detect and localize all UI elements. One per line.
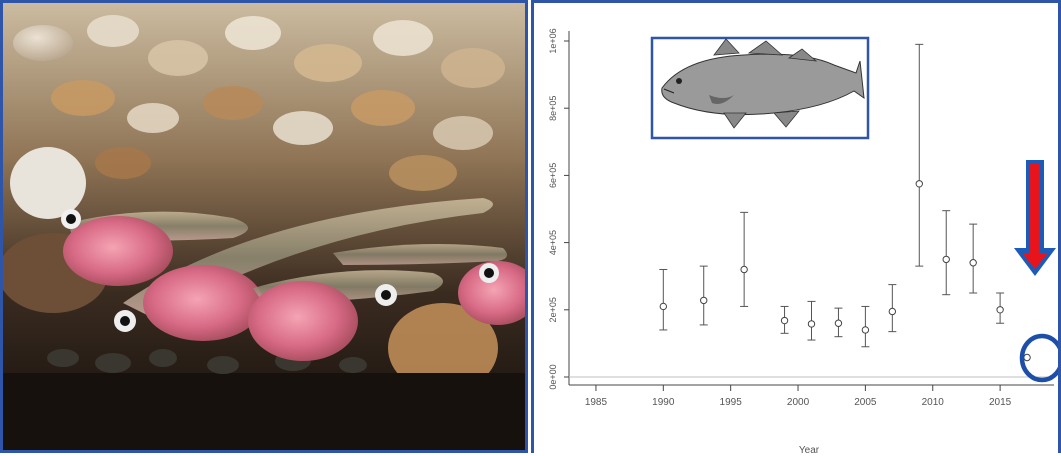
fish-larvae-photo — [0, 0, 528, 453]
x-ticks: 1985 1990 1995 2000 2005 2010 2015 — [585, 385, 1012, 408]
x-tick-label: 2000 — [787, 397, 810, 408]
axes — [568, 31, 1054, 386]
data-point — [888, 307, 897, 316]
y-tick-label: 0e+00 — [548, 364, 558, 389]
data-point — [659, 302, 668, 311]
x-tick-label: 2005 — [854, 397, 877, 408]
data-point — [834, 319, 843, 327]
data-point — [996, 306, 1004, 314]
cod-inset — [650, 36, 870, 140]
chart-panel: 0e+00 2e+05 4e+05 6e+05 8e+05 1e+06 1985 1990 1… — [531, 0, 1061, 456]
fish-larvae-illustration — [3, 3, 525, 450]
y-tick-label: 2e+05 — [548, 297, 558, 322]
data-point — [1023, 353, 1031, 362]
x-tick-label: 2010 — [922, 397, 945, 408]
data-point — [969, 259, 977, 267]
x-tick-label: 1985 — [585, 397, 608, 408]
y-tick-label: 4e+05 — [548, 230, 558, 255]
y-tick-label: 8e+05 — [548, 96, 558, 121]
x-tick-label: 2015 — [989, 397, 1012, 408]
y-tick-label: 1e+06 — [548, 28, 558, 53]
y-ticks: 0e+00 2e+05 4e+05 6e+05 8e+05 1e+06 — [548, 28, 569, 390]
data-points — [659, 43, 1031, 362]
data-point — [807, 320, 816, 328]
down-arrow-icon — [1014, 160, 1056, 276]
data-point — [740, 265, 748, 274]
data-point — [915, 180, 923, 188]
data-point — [861, 326, 870, 334]
highlight-circle — [1019, 333, 1058, 383]
data-point — [700, 296, 708, 305]
x-axis-label: Year — [799, 445, 820, 456]
data-point — [942, 255, 950, 264]
y-tick-label: 6e+05 — [548, 163, 558, 188]
cod-illustration — [661, 38, 865, 129]
x-tick-label: 1990 — [652, 397, 675, 408]
data-point — [780, 316, 789, 325]
x-tick-label: 1995 — [720, 397, 743, 408]
